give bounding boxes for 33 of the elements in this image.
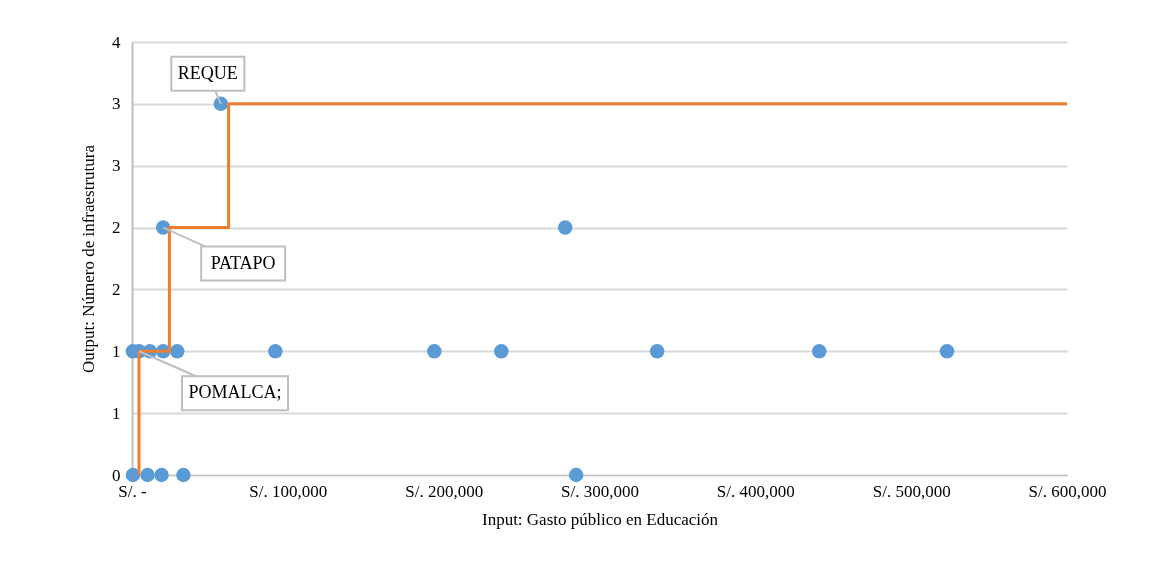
y-tick-label: 3	[112, 156, 121, 176]
point	[140, 467, 155, 483]
point	[268, 344, 283, 359]
annotation: POMALCA;	[188, 382, 282, 403]
x-tick-label: S/. 200,000	[405, 481, 484, 501]
x-tick-label: S/. 400,000	[716, 481, 795, 501]
x-tick-label: S/. 300,000	[561, 481, 639, 501]
point	[169, 344, 185, 359]
x-tick-label: S/. 500,000	[872, 481, 951, 501]
point	[939, 344, 955, 359]
point	[811, 344, 827, 359]
y-tick-label: 2	[112, 218, 121, 238]
point	[176, 467, 191, 483]
y-tick-label: 0	[112, 465, 121, 485]
point	[154, 467, 169, 483]
y-tick-label: 1	[112, 341, 121, 361]
point	[568, 467, 584, 483]
y-tick-label: 2	[112, 279, 121, 299]
point	[557, 220, 573, 235]
y-tick-label: 3	[112, 94, 121, 114]
x-tick-label: S/. -	[118, 481, 148, 501]
y-tick-label: 4	[112, 32, 121, 52]
annotation: PATAPO	[210, 252, 276, 273]
x-tick-label: S/. 600,000	[1028, 481, 1107, 501]
point	[125, 467, 141, 483]
annotation: REQUE	[177, 62, 238, 83]
y-tick-label: 1	[112, 403, 121, 423]
y-axis-title: Output: Número de infraestrutura	[79, 144, 98, 374]
point	[494, 344, 509, 359]
x-axis-title: Input: Gasto público en Educación	[481, 509, 719, 529]
point	[649, 344, 665, 359]
x-tick-label: S/. 100,000	[249, 481, 328, 501]
point	[427, 344, 442, 359]
